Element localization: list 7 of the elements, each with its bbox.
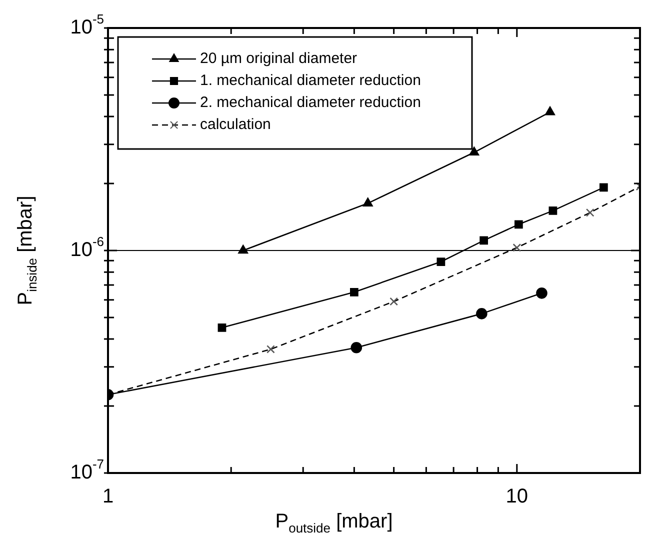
x-tick-label: 10: [506, 486, 528, 508]
y-axis-title: Pinside [mbar]: [14, 196, 40, 306]
legend-label: 20 µm original diameter: [200, 50, 358, 68]
x-tick-label: 1: [102, 486, 114, 508]
legend-label: 1. mechanical diameter reduction: [200, 72, 421, 90]
legend-label: calculation: [200, 116, 271, 134]
legend-label: 2. mechanical diameter reduction: [200, 94, 421, 112]
